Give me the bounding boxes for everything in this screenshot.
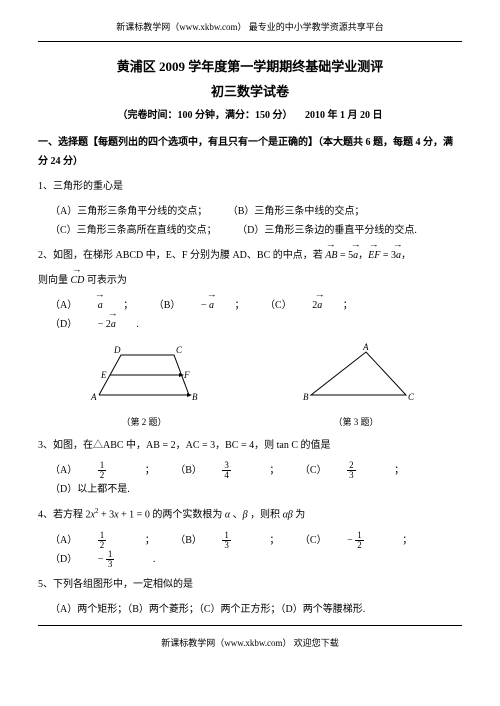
question-2-options: （A） a ； （B） − a ； （C） 2a ； （D） − 2a . [50,296,462,334]
q2-opt-b: （B） − a ； [154,296,245,315]
vec-cd: CD [71,271,85,290]
figures-row: A B C D E F （第 2 题） A B C （第 3 题） [38,340,462,428]
question-4-options: （A） 12 ； （B） 13 ； （C） − 12 ； （D） − 13 . [50,531,462,569]
svg-text:B: B [303,392,309,402]
footer-rule [38,625,462,626]
svg-text:E: E [100,370,107,380]
q4-opt-b: （B） 13 ； [175,531,279,550]
figure-2: A B C D E F （第 2 题） [79,340,209,428]
q3-opt-b: （B） 34 ； [175,461,279,480]
q2-text-c: 可表示为 [87,275,127,286]
section-1-heading: 一、选择题【每题列出的四个选项中，有且只有一个是正确的】（本大题共 6 题，每题… [38,133,462,171]
question-2: 2、如图，在梯形 ABCD 中，E、F 分别为腰 AD、BC 的中点，若 AB … [38,246,462,265]
svg-text:F: F [183,370,190,380]
svg-text:A: A [362,342,369,352]
vec-a1: a [353,246,358,265]
question-5: 5、下列各组图形中，一定相似的是 [38,575,462,594]
q4-opt-c: （C） − 12 ； [300,531,412,550]
meta-right: 2010 年 1 月 20 日 [305,110,383,121]
q2-text-a: 2、如图，在梯形 ABCD 中，E、F 分别为腰 AD、BC 的中点，若 [38,250,325,261]
subtitle: 初三数学试卷 [38,81,462,100]
svg-text:A: A [90,392,97,402]
q1-opt-a: （A）三角形三条角平分线的交点； [50,202,207,221]
page-footer: 新课标教学网（www.xkbw.com） 欢迎您下载 [38,636,462,649]
exam-meta: （完卷时间：100 分钟，满分：150 分） 2010 年 1 月 20 日 [38,106,462,121]
page-header: 新课标教学网（www.xkbw.com） 最专业的中小学教学资源共享平台 [38,20,462,33]
figure-2-caption: （第 2 题） [79,415,209,428]
vec-a2: a [396,246,401,265]
question-5-options: （A）两个矩形；（B）两个菱形；（C）两个正方形；（D）两个等腰梯形. [50,600,462,619]
question-4: 4、若方程 2x2 + 3x + 1 = 0 的两个实数根为 α 、β ，则积 … [38,505,462,524]
question-1-options: （A）三角形三条角平分线的交点； （B）三角形三条中线的交点； （C）三角形三条… [50,202,462,240]
q3-opt-a: （A） 12 ； [50,461,155,480]
question-1: 1、三角形的重心是 [38,177,462,196]
trapezoid-figure: A B C D E F [79,340,209,410]
title: 黄浦区 2009 学年度第一学期期终基础学业测评 [38,56,462,75]
q1-opt-c: （C）三角形三条高所在直线的交点； [50,221,217,240]
figure-3-caption: （第 3 题） [291,415,421,428]
q2-opt-a: （A） a ； [50,296,133,315]
q4-opt-d: （D） − 13 . [50,550,155,569]
svg-text:C: C [176,345,183,355]
q2-opt-c: （C） 2a ； [265,296,353,315]
triangle-figure: A B C [291,340,421,410]
svg-text:C: C [408,392,415,402]
svg-text:B: B [192,392,198,402]
header-rule [38,41,462,42]
question-3-options: （A） 12 ； （B） 34 ； （C） 23 ； （D）以上都不是. [50,461,462,499]
q2-text-b: 则向量 [38,275,71,286]
q1-opt-b: （B）三角形三条中线的交点； [228,202,365,221]
question-3: 3、如图，在△ABC 中，AB = 2，AC = 3，BC = 4，则 tan … [38,436,462,455]
vec-ab: AB [325,246,337,265]
q2-opt-d: （D） − 2a . [50,315,139,334]
vec-ef: EF [368,246,380,265]
figure-3: A B C （第 3 题） [291,340,421,428]
q4-opt-a: （A） 12 ； [50,531,155,550]
q3-opt-c: （C） 23 ； [300,461,404,480]
q3-opt-d: （D）以上都不是. [50,480,130,499]
meta-left: （完卷时间：100 分钟，满分：150 分） [118,110,293,121]
svg-text:D: D [113,345,121,355]
